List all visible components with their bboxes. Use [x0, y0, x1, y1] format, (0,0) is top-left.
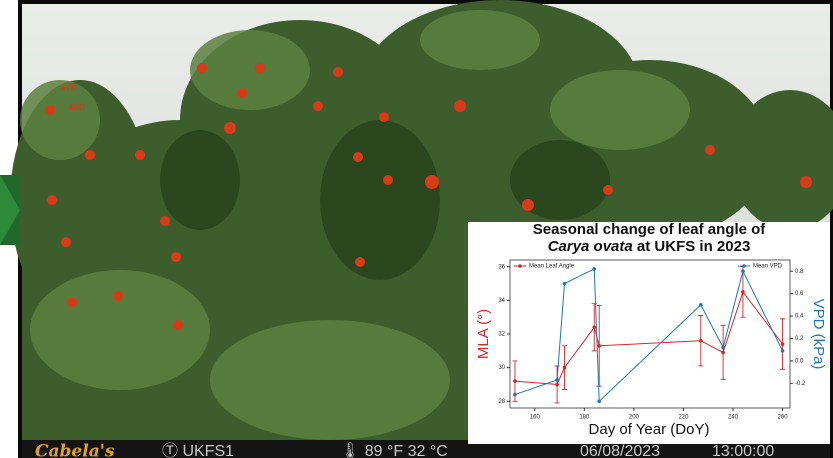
date: 06/08/2023: [580, 443, 660, 458]
point: [592, 267, 596, 271]
y-tick-label: 36: [498, 264, 505, 270]
species: Carya ovata: [548, 238, 633, 255]
legend-label: Mean Leaf Angle: [529, 264, 575, 270]
legend-marker: [518, 264, 522, 268]
chart-bg: [468, 222, 830, 444]
x-axis-label: Day of Year (DoY): [589, 421, 710, 438]
y2-axis-label: VPD (kPa): [810, 299, 827, 370]
point: [592, 325, 596, 329]
y-tick-label: 34: [498, 298, 505, 304]
y2-tick-label: 0.6: [795, 291, 804, 297]
x-tick-label: 180: [579, 415, 590, 421]
point: [513, 379, 517, 383]
point: [555, 378, 559, 382]
x-tick-label: 260: [778, 415, 789, 421]
y2-tick-label: 0.2: [795, 336, 804, 342]
y-axis-label: MLA (°): [475, 309, 492, 359]
point: [513, 393, 517, 397]
y2-tick-label: -0.2: [795, 381, 806, 387]
legend-label: Mean VPD: [753, 264, 783, 270]
point: [699, 339, 703, 343]
point: [699, 303, 703, 307]
point: [741, 290, 745, 294]
point: [781, 349, 785, 353]
point: [563, 282, 567, 286]
y2-tick-label: 0.8: [795, 269, 804, 275]
point: [721, 346, 725, 350]
screenshot: 478 480 Cabela's Ⓣ UKFS1 🌡 89 °F 32 °C 0…: [0, 0, 833, 458]
point: [781, 342, 785, 346]
point: [555, 383, 559, 387]
y-tick-label: 30: [498, 365, 505, 371]
point: [741, 269, 745, 273]
x-tick-label: 240: [728, 415, 739, 421]
y2-tick-label: 0.4: [795, 314, 804, 320]
point: [563, 366, 567, 370]
chart-title: Carya ovata at UKFS in 2023: [548, 238, 751, 255]
legend-marker: [742, 264, 746, 268]
y-tick-label: 28: [498, 399, 505, 405]
photo-label: 478: [60, 83, 77, 94]
chart-title-rest: at UKFS in 2023: [637, 238, 750, 255]
inset-chart: Seasonal change of leaf angle of Carya o…: [468, 221, 830, 444]
point: [721, 351, 725, 355]
y-tick-label: 32: [498, 332, 505, 338]
x-tick-label: 220: [678, 415, 689, 421]
point: [597, 344, 601, 348]
temperature: 🌡 89 °F 32 °C: [340, 442, 448, 458]
photo-label: 480: [68, 103, 85, 114]
camera-name: Ⓣ UKFS1: [162, 442, 234, 458]
chart-title: Seasonal change of leaf angle of: [533, 221, 767, 238]
brand: Cabela's: [35, 442, 115, 458]
time: 13:00:00: [712, 443, 774, 458]
point: [597, 399, 601, 403]
x-tick-label: 200: [629, 415, 640, 421]
x-tick-label: 160: [530, 415, 541, 421]
y2-tick-label: 0.0: [795, 358, 804, 364]
